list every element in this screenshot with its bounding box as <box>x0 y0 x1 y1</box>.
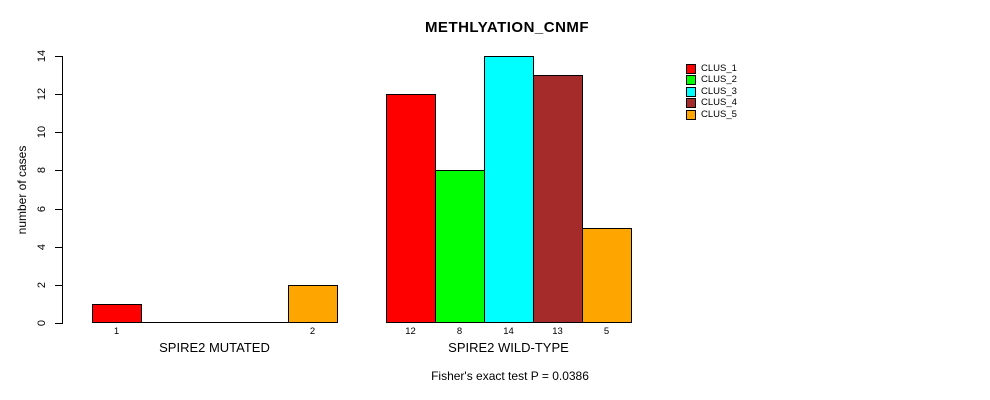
y-axis-tick <box>55 323 62 324</box>
bar-value-label: 12 <box>405 326 416 337</box>
bar-clus_3 <box>484 56 534 323</box>
y-axis-tick <box>55 209 62 210</box>
y-axis-tick <box>55 56 62 57</box>
legend-swatch <box>686 98 696 109</box>
legend-item: CLUS_4 <box>686 98 737 110</box>
legend: CLUS_1 CLUS_2 CLUS_3 CLUS_4 CLUS_5 <box>686 63 737 121</box>
y-axis-tick <box>55 247 62 248</box>
bar-clus_2 <box>435 170 485 323</box>
y-axis-tick-label: 8 <box>36 166 48 174</box>
y-axis-tick <box>55 94 62 95</box>
legend-swatch <box>686 75 696 86</box>
bar-clus_1 <box>386 94 436 323</box>
y-axis-tick-label: 10 <box>36 125 48 139</box>
bar-value-label: 14 <box>503 326 514 337</box>
bar-clus_4 <box>533 75 583 323</box>
legend-label: CLUS_4 <box>701 97 737 109</box>
y-axis-tick <box>55 170 62 171</box>
bar-clus_5 <box>288 285 338 323</box>
legend-item: CLUS_3 <box>686 86 737 98</box>
y-axis-line <box>62 56 63 324</box>
bar-value-label: 8 <box>456 326 463 337</box>
y-axis-tick-label: 2 <box>36 281 48 289</box>
y-axis-tick-label: 0 <box>36 319 48 327</box>
chart-title: METHLYATION_CNMF <box>424 19 590 36</box>
bar-value-label: 5 <box>603 326 610 337</box>
legend-label: CLUS_5 <box>701 108 737 120</box>
legend-label: CLUS_3 <box>701 85 737 97</box>
legend-label: CLUS_1 <box>701 62 737 74</box>
bar-value-label: 13 <box>552 326 563 337</box>
group-label-mutated: SPIRE2 MUTATED <box>159 340 270 355</box>
bar-value-label: 2 <box>309 326 316 337</box>
bar-clus_1 <box>92 304 142 323</box>
legend-label: CLUS_2 <box>701 74 737 86</box>
x-axis-baseline <box>92 322 338 323</box>
group-label-wildtype: SPIRE2 WILD-TYPE <box>448 340 569 355</box>
legend-item: CLUS_5 <box>686 109 737 121</box>
y-axis-tick-label: 6 <box>36 205 48 213</box>
y-axis-tick-label: 14 <box>36 49 48 63</box>
bar-clus_5 <box>582 228 632 323</box>
y-axis-tick <box>55 285 62 286</box>
stats-caption: Fisher's exact test P = 0.0386 <box>431 369 589 383</box>
legend-swatch <box>686 109 696 120</box>
bar-value-label: 1 <box>113 326 120 337</box>
legend-swatch <box>686 86 696 97</box>
legend-item: CLUS_1 <box>686 63 737 75</box>
y-axis-tick <box>55 132 62 133</box>
y-axis-tick-label: 4 <box>36 243 48 251</box>
legend-item: CLUS_2 <box>686 75 737 87</box>
y-axis-tick-label: 12 <box>36 87 48 101</box>
y-axis-label: number of cases <box>15 145 29 235</box>
legend-swatch <box>686 63 696 74</box>
